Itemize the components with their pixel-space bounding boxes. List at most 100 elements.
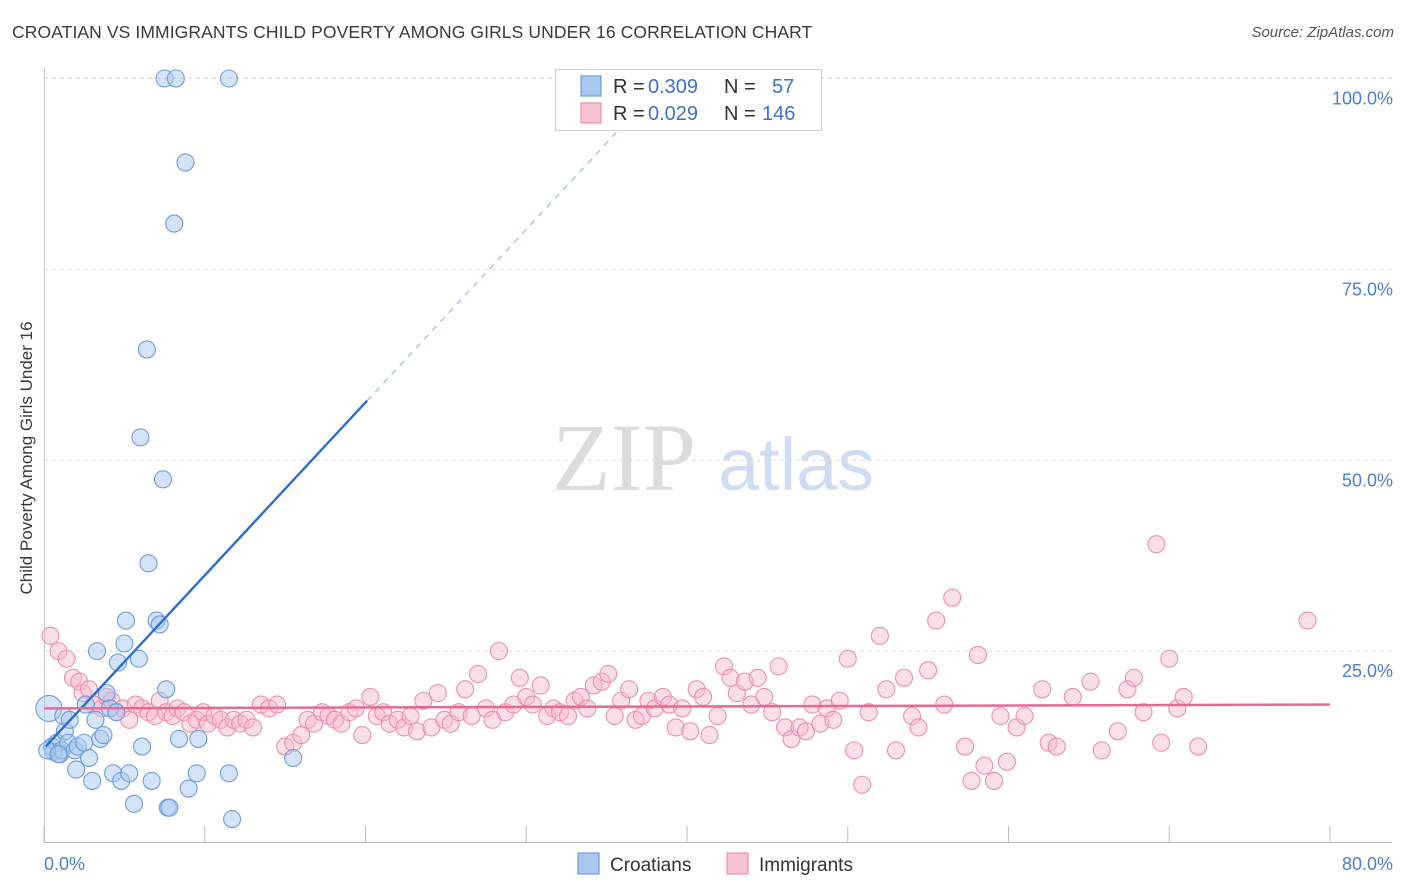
croatians-point-13 [75, 733, 94, 752]
croatians-swatch [580, 75, 602, 97]
immigrants-point-63 [456, 680, 475, 699]
immigrants-points [41, 535, 1317, 794]
source-note: Source: ZipAtlas.com [1251, 24, 1394, 41]
immigrants-point-154 [1160, 649, 1179, 668]
immigrants-point-146 [1081, 672, 1100, 691]
immigrants-trend-line [43, 703, 1331, 710]
immigrants-point-130 [927, 611, 946, 630]
croatians-point-56 [49, 745, 68, 764]
croatians-point-25 [108, 653, 127, 672]
croatians-trend-line [44, 399, 368, 748]
y-axis-label: Child Poverty Among Girls Under 16 [17, 321, 36, 594]
legend-immigrants-label: Immigrants [759, 855, 853, 876]
croatians-trend-extension [366, 100, 646, 402]
watermark-atlas: atlas [718, 423, 874, 506]
croatians-n-label: N = [724, 76, 756, 98]
croatians-points [35, 69, 303, 829]
croatians-point-45 [166, 69, 185, 88]
immigrants-point-80 [571, 687, 590, 706]
immigrants-point-72 [517, 687, 536, 706]
immigrants-point-122 [859, 703, 878, 722]
croatians-n-value: 57 [772, 76, 794, 98]
immigrants-point-95 [673, 699, 692, 718]
immigrants-point-123 [870, 626, 889, 645]
immigrants-point-36 [268, 695, 287, 714]
croatians-point-17 [86, 710, 105, 729]
croatians-point-43 [160, 798, 179, 817]
croatians-point-52 [219, 764, 238, 783]
immigrants-point-101 [714, 657, 734, 676]
immigrants-point-49 [361, 687, 380, 706]
y-tick-label-100: 100.0% [1332, 89, 1393, 109]
croatians-point-47 [176, 153, 195, 172]
immigrants-point-141 [1015, 706, 1034, 726]
y-tick-label-25: 25.0% [1342, 661, 1393, 681]
croatians-point-11 [67, 760, 86, 779]
immigrants-point-157 [1189, 737, 1208, 756]
stats-legend: R = 0.309 N = 57 R = 0.029 N = 146 [555, 69, 822, 131]
immigrants-point-153 [1152, 733, 1171, 752]
immigrants-point-32 [237, 710, 256, 729]
immigrants-point-144 [1047, 737, 1066, 756]
immigrants-point-135 [968, 645, 988, 664]
immigrants-point-84 [599, 664, 618, 684]
croatians-point-15 [79, 748, 99, 768]
immigrants-swatch [580, 102, 602, 124]
immigrants-point-109 [769, 657, 788, 676]
immigrants-point-137 [984, 771, 1004, 790]
immigrants-point-149 [1118, 680, 1137, 699]
croatians-point-49 [187, 764, 206, 783]
croatians-point-27 [115, 634, 134, 653]
trend-lines [43, 100, 1331, 748]
legend-immigrants-swatch [726, 852, 749, 875]
croatians-r-value: 0.309 [648, 76, 698, 98]
immigrants-point-108 [763, 703, 782, 722]
immigrants-point-48 [353, 726, 372, 745]
immigrants-point-87 [620, 680, 639, 699]
immigrants-point-90 [639, 691, 658, 710]
immigrants-point-85 [605, 706, 624, 726]
croatians-point-35 [139, 554, 158, 573]
immigrants-point-99 [700, 726, 719, 745]
immigrants-point-81 [578, 699, 597, 718]
legend-croatians-swatch [577, 852, 600, 875]
immigrants-point-68 [489, 642, 508, 661]
immigrants-point-24 [187, 710, 206, 729]
croatians-point-20 [94, 726, 113, 745]
immigrants-point-110 [776, 718, 795, 737]
x-tick-label-min: 0.0% [44, 854, 85, 874]
immigrants-point-55 [401, 706, 420, 726]
immigrants-point-136 [975, 756, 994, 775]
croatians-point-30 [124, 794, 144, 813]
immigrants-point-94 [666, 718, 685, 737]
immigrants-point-139 [997, 752, 1016, 771]
immigrants-point-117 [824, 710, 843, 729]
croatians-point-32 [131, 428, 150, 447]
x-tick-label-max: 80.0% [1342, 854, 1393, 874]
immigrants-point-152 [1147, 535, 1166, 554]
chart-title: CROATIAN VS IMMIGRANTS CHILD POVERTY AMO… [12, 22, 813, 42]
immigrants-point-126 [894, 668, 914, 687]
immigrants-point-156 [1174, 687, 1193, 706]
legend-croatians-label: Croatians [610, 855, 691, 876]
immigrants-point-98 [694, 687, 713, 706]
croatians-point-36 [142, 771, 161, 790]
immigrants-point-66 [477, 699, 496, 718]
immigrants-point-119 [838, 649, 857, 668]
immigrants-point-65 [468, 664, 488, 684]
immigrants-point-151 [1134, 703, 1153, 722]
immigrants-point-73 [523, 695, 542, 714]
immigrants-r-value: 0.029 [648, 103, 698, 125]
croatians-point-41 [157, 680, 176, 699]
immigrants-point-147 [1092, 741, 1111, 760]
immigrants-point-107 [755, 687, 774, 706]
croatians-point-39 [153, 470, 173, 489]
croatians-point-50 [189, 729, 208, 748]
immigrants-point-100 [708, 706, 727, 726]
immigrants-point-145 [1063, 687, 1082, 706]
x-axis-ticks [43, 826, 1331, 842]
immigrants-point-4 [70, 672, 89, 691]
immigrants-point-28 [211, 710, 230, 729]
immigrants-point-127 [902, 706, 922, 726]
immigrants-point-128 [909, 718, 928, 737]
